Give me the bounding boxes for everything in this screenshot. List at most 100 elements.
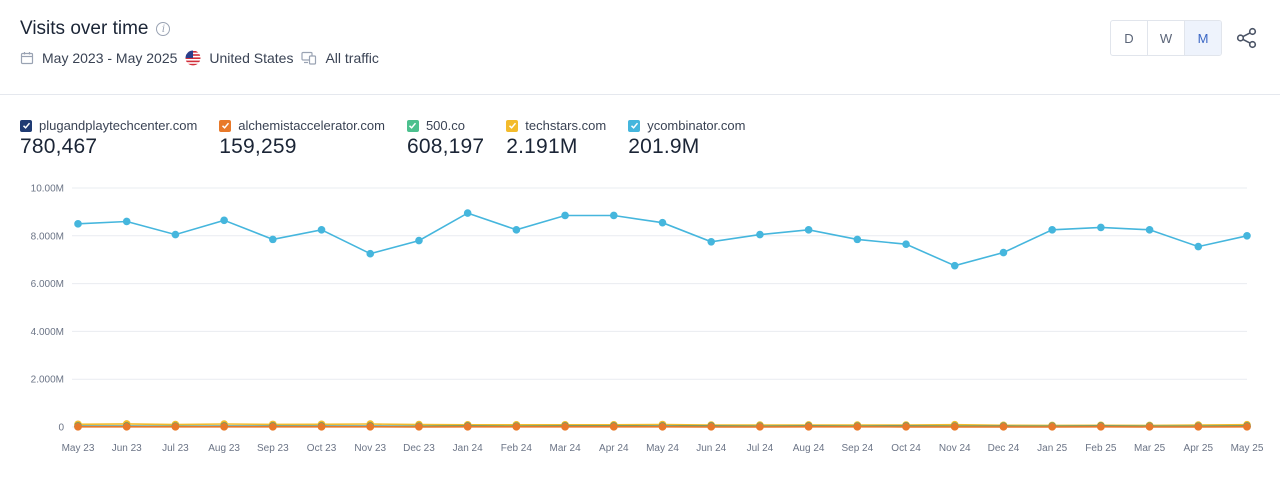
data-point-alchemistaccelerator-com [1243,423,1251,431]
x-tick-label: Dec 24 [988,443,1020,454]
data-point-ycombinator-com [512,226,521,234]
data-point-ycombinator-com [804,226,813,234]
x-tick-label: Feb 24 [501,443,533,454]
data-point-alchemistaccelerator-com [853,423,862,431]
checkbox-icon[interactable] [406,119,419,132]
data-point-alchemistaccelerator-com [756,423,764,431]
x-tick-label: Sep 24 [841,443,873,454]
data-point-alchemistaccelerator-com [658,423,667,431]
granularity-month-button[interactable]: M [1185,21,1221,55]
legend-entry-alchemistaccelerator[interactable]: alchemistaccelerator.com 159,259 [219,118,385,159]
info-icon[interactable]: i [156,22,171,36]
legend-name: ycombinator.com [647,118,746,133]
data-point-ycombinator-com [609,211,618,220]
checkbox-icon[interactable] [506,119,519,132]
data-point-alchemistaccelerator-com [269,423,277,431]
data-point-ycombinator-com [756,230,764,239]
data-point-ycombinator-com [902,240,910,248]
legend-name: plugandplaytechcenter.com [39,118,198,133]
x-tick-label: Sep 23 [257,443,289,454]
traffic-text: All traffic [325,50,379,66]
data-point-ycombinator-com [122,217,131,226]
granularity-week-button[interactable]: W [1148,21,1185,55]
data-point-alchemistaccelerator-com [463,423,472,431]
y-tick-label: 4.000M [31,327,64,338]
data-point-alchemistaccelerator-com [1097,423,1105,431]
data-point-alchemistaccelerator-com [171,423,180,431]
calendar-icon [20,52,34,65]
data-point-ycombinator-com [317,226,326,234]
data-point-alchemistaccelerator-com [561,423,569,431]
data-point-alchemistaccelerator-com [609,423,618,431]
x-tick-label: Jan 25 [1037,443,1067,454]
y-tick-label: 10.00M [31,184,64,195]
legend-value: 201.9M [628,135,700,158]
share-icon[interactable] [1236,27,1258,49]
x-tick-label: May 24 [646,443,679,454]
data-point-ycombinator-com [1048,226,1056,234]
x-tick-label: May 23 [62,443,95,454]
y-tick-label: 6.000M [31,279,64,290]
us-flag-icon [185,50,201,66]
x-tick-label: May 25 [1231,443,1264,454]
country[interactable]: United States [185,50,293,66]
x-tick-label: Oct 23 [307,443,337,454]
x-tick-label: Jun 23 [112,443,142,454]
traffic-type[interactable]: All traffic [301,50,379,66]
x-tick-label: Jun 24 [696,443,726,454]
data-point-alchemistaccelerator-com [512,423,521,431]
data-point-alchemistaccelerator-com [1048,423,1056,431]
data-point-ycombinator-com [950,261,959,270]
data-point-alchemistaccelerator-com [415,423,423,431]
legend-name: techstars.com [525,118,607,133]
devices-icon [301,51,317,65]
country-text: United States [209,50,294,66]
title-text: Visits over time [20,18,149,39]
y-tick-label: 8.000M [31,231,64,242]
visits-line-chart: 0 2.000M 4.000M 6.000M 8.000M 10.00M May 23 Jun… [31,184,1264,455]
date-range[interactable]: May 2023 - May 2025 [20,50,177,66]
data-point-ycombinator-com [1194,242,1203,251]
data-point-ycombinator-com [366,249,375,258]
x-tick-label: Nov 24 [939,443,971,454]
x-tick-label: Jul 23 [162,443,189,454]
data-point-alchemistaccelerator-com [220,423,228,431]
legend-entry-techstars[interactable]: techstars.com 2.191M [506,118,606,159]
legend-entry-ycombinator[interactable]: ycombinator.com 201.9M [628,118,745,159]
checkbox-icon[interactable] [219,119,232,132]
x-tick-label: Mar 24 [550,443,582,454]
data-point-alchemistaccelerator-com [74,423,82,431]
data-point-alchemistaccelerator-com [804,423,813,431]
data-point-ycombinator-com [220,216,228,225]
data-point-ycombinator-com [561,211,569,220]
legend-entry-500co[interactable]: 500.co 608,197 [406,118,485,159]
data-point-ycombinator-com [1097,223,1105,232]
checkbox-icon[interactable] [20,119,32,132]
x-tick-label: Feb 25 [1085,443,1117,454]
data-point-alchemistaccelerator-com [999,423,1008,431]
data-point-alchemistaccelerator-com [902,423,910,431]
data-point-ycombinator-com [171,230,180,239]
data-point-alchemistaccelerator-com [122,423,131,431]
legend-value: 608,197 [406,135,485,158]
checkbox-icon[interactable] [628,119,641,132]
chart-legend: plugandplaytechcenter.com 780,467 alchem… [20,118,767,159]
granularity-toggle: D W M [1110,20,1222,56]
data-point-ycombinator-com [1243,232,1251,240]
legend-name: alchemistaccelerator.com [238,118,385,133]
card-header: Visits over time i May 2023 - May 2025 [0,0,1280,95]
x-tick-label: Aug 23 [208,443,240,454]
data-point-alchemistaccelerator-com [366,423,375,431]
x-tick-label: Mar 25 [1134,443,1166,454]
granularity-day-button[interactable]: D [1111,21,1148,55]
legend-value: 780,467 [20,135,98,158]
x-tick-label: Jan 24 [453,443,483,454]
legend-value: 159,259 [219,135,297,158]
legend-entry-plugandplaytechcenter[interactable]: plugandplaytechcenter.com 780,467 [20,118,197,159]
legend-value: 2.191M [506,135,578,158]
y-tick-label: 0 [58,423,64,434]
x-tick-label: Apr 24 [599,443,629,454]
data-point-alchemistaccelerator-com [1194,423,1203,431]
date-range-text: May 2023 - May 2025 [42,50,178,66]
data-point-ycombinator-com [658,218,667,227]
